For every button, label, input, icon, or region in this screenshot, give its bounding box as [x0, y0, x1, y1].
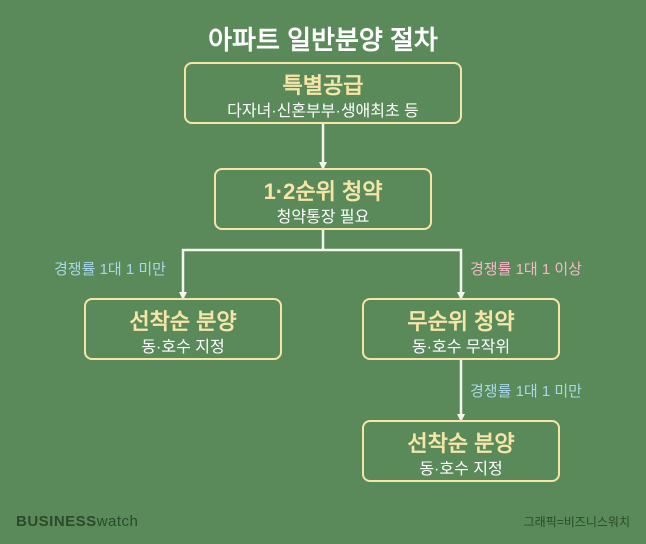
edge-3: [323, 250, 461, 298]
edge-label-l1: 경쟁률 1대 1 미만: [54, 258, 166, 279]
flow-node-n2: 1·2순위 청약청약통장 필요: [214, 168, 432, 230]
flow-node-n3: 선착순 분양동·호수 지정: [84, 298, 282, 360]
flow-node-n5: 선착순 분양동·호수 지정: [362, 420, 560, 482]
flow-node-n4: 무순위 청약동·호수 무작위: [362, 298, 560, 360]
node-subtitle: 동·호수 지정: [98, 337, 268, 359]
node-title: 특별공급: [198, 72, 448, 101]
brand-light: watch: [97, 513, 139, 530]
node-title: 무순위 청약: [376, 308, 546, 337]
node-subtitle: 다자녀·신혼부부·생애최초 등: [198, 101, 448, 123]
chart-title: 아파트 일반분양 절차: [0, 0, 646, 57]
flow-node-n1: 특별공급다자녀·신혼부부·생애최초 등: [184, 62, 462, 124]
node-subtitle: 청약통장 필요: [228, 207, 418, 229]
node-subtitle: 동·호수 무작위: [376, 337, 546, 359]
edge-label-l2: 경쟁률 1대 1 이상: [470, 258, 582, 279]
node-subtitle: 동·호수 지정: [376, 459, 546, 481]
brand-logo: BUSINESSwatch: [16, 513, 138, 530]
brand-bold: BUSINESS: [16, 513, 97, 530]
node-title: 선착순 분양: [98, 308, 268, 337]
credit-text: 그래픽=비즈니스워치: [524, 513, 630, 530]
node-title: 선착순 분양: [376, 430, 546, 459]
edge-label-l3: 경쟁률 1대 1 미만: [470, 380, 582, 401]
node-title: 1·2순위 청약: [228, 178, 418, 207]
edge-2: [183, 250, 323, 298]
